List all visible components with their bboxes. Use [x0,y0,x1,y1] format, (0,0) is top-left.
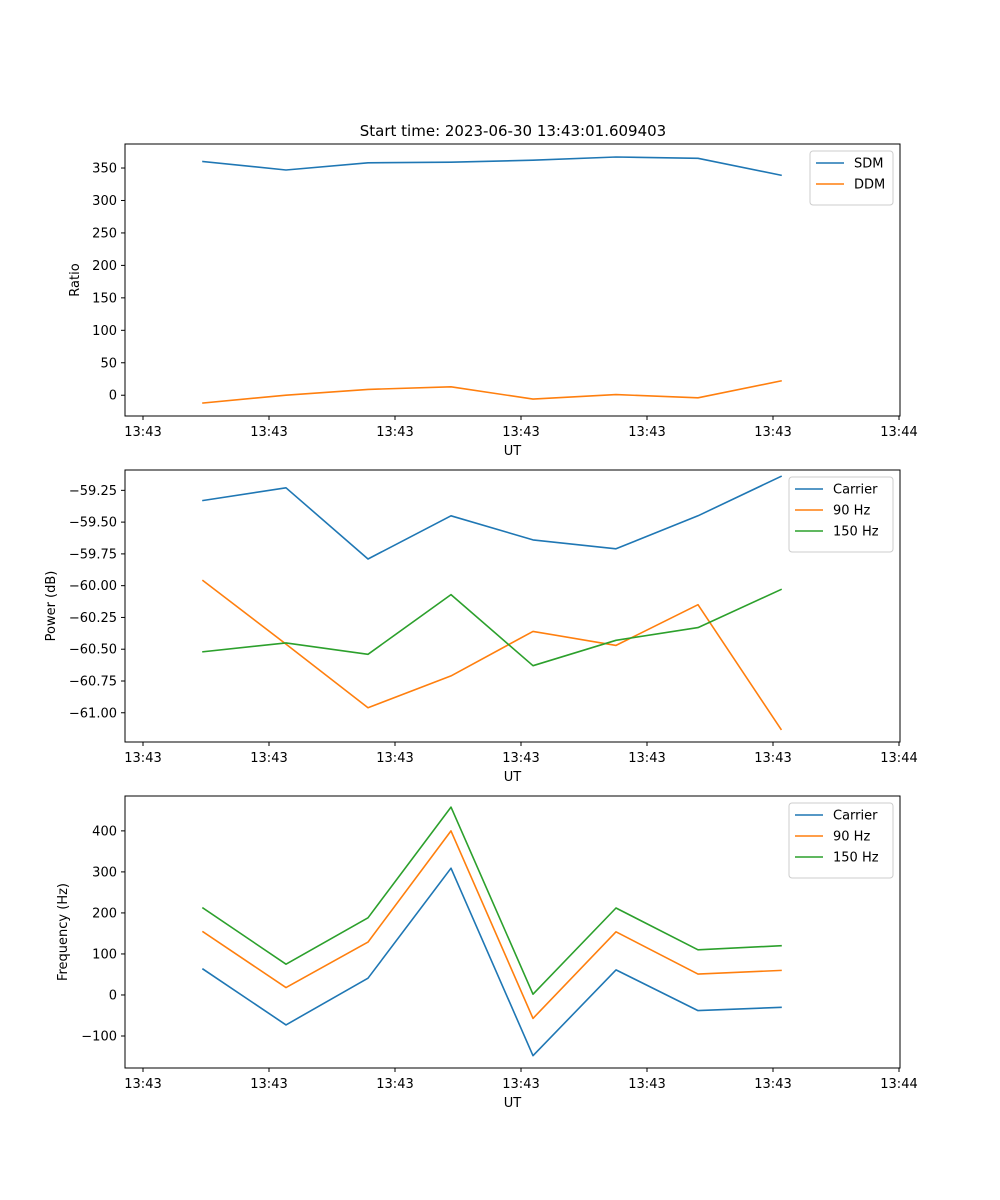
legend: Carrier 90 Hz 150 Hz [788,476,894,553]
series-line-sdm [202,156,782,177]
x-tick-label: 13:43 [250,1077,287,1092]
y-tick-label: 0 [109,389,117,404]
x-tick-label: 13:44 [880,425,917,440]
series-line-90-hz [201,830,782,1020]
x-tick-label: 13:43 [628,1077,665,1092]
x-axis-label: UT [504,444,522,459]
y-tick-label: 200 [92,906,117,921]
y-tick-label: 150 [92,291,117,306]
x-axis-label: UT [504,770,522,785]
legend-label: Carrier [833,483,878,498]
legend: Carrier 90 Hz 150 Hz [788,802,894,879]
legend-label: 150 Hz [833,525,879,540]
x-tick-label: 13:43 [376,425,413,440]
legend-label: 90 Hz [833,830,870,845]
figure-title: Start time: 2023-06-30 13:43:01.609403 [360,122,666,140]
y-tick-label: 300 [92,194,117,209]
y-tick-label: −60.25 [69,611,117,626]
x-tick-label: 13:44 [880,751,917,766]
y-tick-label: −60.75 [69,674,117,689]
legend-box [788,802,894,879]
y-axis-label: Power (dB) [44,571,59,642]
y-tick-label: −60.50 [69,643,117,658]
x-tick-label: 13:43 [124,425,161,440]
chart-panel-2: 13:43 13:43 13:43 13:43 13:43 13:43 13:44 −61.0… [44,469,918,785]
x-tick-label: 13:43 [124,1077,161,1092]
x-tick-label: 13:43 [124,751,161,766]
y-tick-label: −59.75 [69,547,117,562]
y-axis-label: Ratio [68,263,83,296]
y-tick-label: 400 [92,824,117,839]
x-tick-label: 13:43 [502,425,539,440]
legend-label: Carrier [833,809,878,824]
x-tick-label: 13:43 [628,425,665,440]
y-tick-label: 100 [92,947,117,962]
y-tick-label: 350 [92,162,117,177]
legend-label: 90 Hz [833,504,870,519]
chart-panel-3: 13:43 13:43 13:43 13:43 13:43 13:43 13:44 −100 0… [56,795,918,1111]
x-tick-label: 13:44 [880,1077,917,1092]
y-tick-label: 200 [92,259,117,274]
legend: SDM DDM [809,150,894,206]
series-line-90-hz [201,579,783,731]
x-tick-label: 13:43 [754,751,791,766]
y-tick-label: −60.00 [69,579,117,594]
series-line-150-hz [202,588,783,667]
x-tick-label: 13:43 [628,751,665,766]
legend-label: DDM [854,178,885,193]
y-tick-label: −59.25 [69,484,117,499]
x-tick-label: 13:43 [502,1077,539,1092]
x-tick-label: 13:43 [754,1077,791,1092]
y-tick-label: 250 [92,226,117,241]
x-tick-label: 13:43 [250,425,287,440]
series-line-ddm [202,379,782,404]
axes-frame [124,795,901,1069]
x-tick-label: 13:43 [502,751,539,766]
y-tick-label: 50 [100,356,117,371]
y-tick-label: −61.00 [69,706,117,721]
y-axis-label: Frequency (Hz) [56,883,71,981]
axes-frame [124,469,901,743]
x-axis-label: UT [504,1096,522,1111]
legend-label: SDM [854,157,883,172]
y-tick-label: −100 [81,1030,117,1045]
series-line-150-hz [201,806,782,996]
y-tick-label: −59.50 [69,516,117,531]
series-line-carrier [201,867,782,1057]
axes-frame [124,143,901,417]
x-tick-label: 13:43 [250,751,287,766]
chart-panel-1: 13:43 13:43 13:43 13:43 13:43 13:43 13:44 0 50 10… [68,143,918,459]
y-tick-label: 100 [92,324,117,339]
legend-box [788,476,894,553]
legend-box [809,150,894,206]
x-tick-label: 13:43 [376,751,413,766]
y-tick-label: 300 [92,865,117,880]
legend-label: 150 Hz [833,851,879,866]
x-tick-label: 13:43 [376,1077,413,1092]
series-line-carrier [202,475,783,560]
x-tick-label: 13:43 [754,425,791,440]
y-tick-label: 0 [109,988,117,1003]
